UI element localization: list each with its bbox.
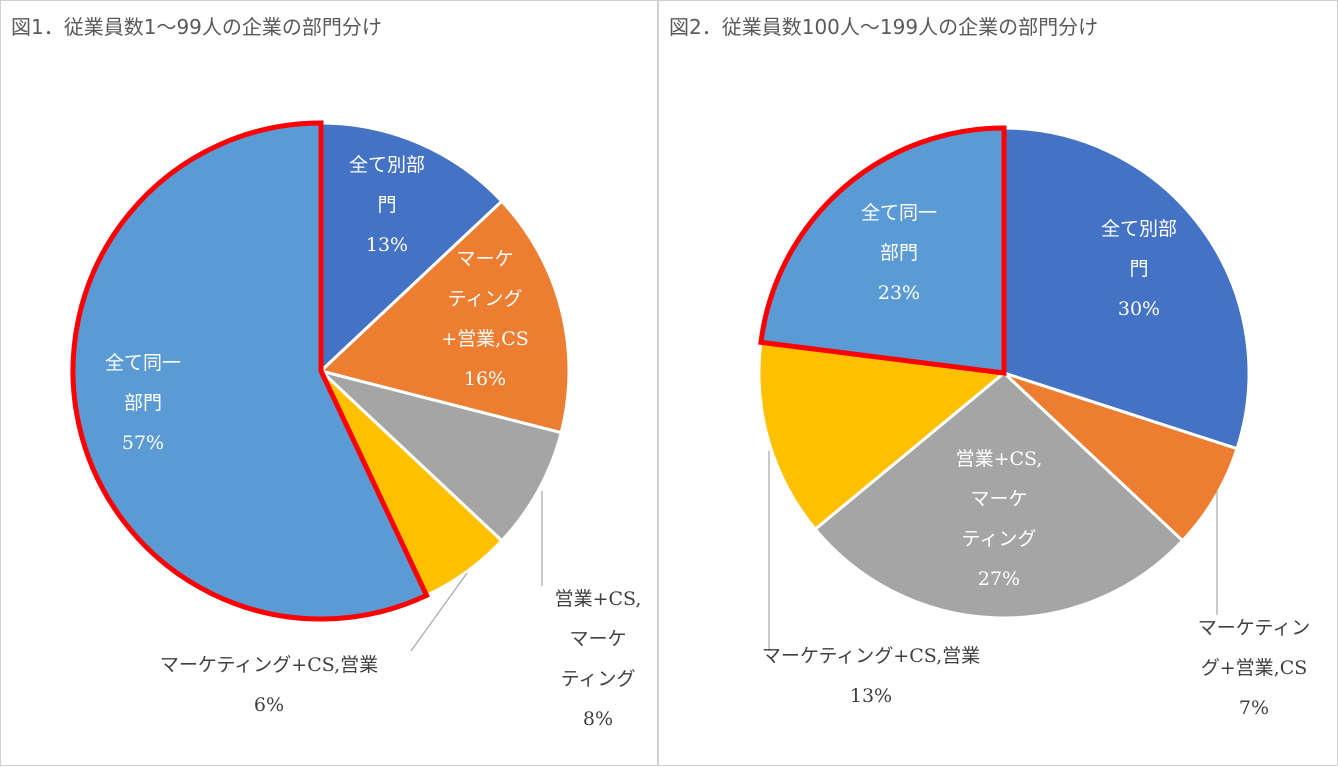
chart-title-2: 図2．従業員数100人〜199人の企業の部門分け xyxy=(669,15,1099,39)
slice-percent-label: 13% xyxy=(850,685,892,707)
highlight-borders xyxy=(70,120,430,622)
slice-category-label: ティング xyxy=(561,668,636,690)
slice-percent-label: 7% xyxy=(1239,697,1269,719)
highlight-border xyxy=(70,120,430,622)
slice-category-label: グ+営業,CS xyxy=(1201,657,1308,679)
slice-category-label: ティング xyxy=(448,288,523,310)
slice-percent-label: 27% xyxy=(978,568,1020,590)
chart-panel-1: 図1．従業員数1〜99人の企業の部門分け 全て別部門 13% マーケ ティング +営業,… xyxy=(0,0,658,766)
slice-category-label: マーケティング+CS,営業 xyxy=(762,645,980,667)
highlight-border xyxy=(758,125,1007,376)
pie-slice xyxy=(319,121,504,373)
slice-percent-label: 13% xyxy=(366,234,408,256)
slice-percent-label: 16% xyxy=(464,368,506,390)
slice-labels: 全て別部門13%マーケティング+営業,CS16%営業+CS,マーケティング8%マ… xyxy=(105,154,641,730)
slice-category-label: 全て別部 xyxy=(1101,218,1177,240)
slice-category-label: 営業+CS, xyxy=(555,588,642,610)
slice-category-label: +営業,CS xyxy=(441,328,529,350)
pie-slice xyxy=(319,369,563,543)
pie-chart-1: 全て別部門13%マーケティング+営業,CS16%営業+CS,マーケティング8%マ… xyxy=(70,120,641,730)
slice-category-label: マーケティング+CS,営業 xyxy=(160,654,378,676)
slice-category-label: 部門 xyxy=(124,392,162,414)
chart-panel-2: 図2．従業員数100人〜199人の企業の部門分け 全て別部門 30% マーケティング… xyxy=(658,0,1338,766)
pie-slice xyxy=(1002,371,1239,543)
slice-percent-label: 23% xyxy=(878,282,920,304)
pie-slice xyxy=(757,340,1006,531)
slice-category-label: 全て同一 xyxy=(105,352,181,374)
slice-percent-label: 6% xyxy=(254,694,284,716)
slice-category-label: マーケ xyxy=(456,248,513,270)
slice-category-label: ティング xyxy=(962,528,1037,550)
slice-percent-label: 30% xyxy=(1118,298,1160,320)
slice-category-label: マーケ xyxy=(970,488,1027,510)
slice-category-label: 全て同一 xyxy=(861,202,937,224)
pie-slice xyxy=(319,199,571,435)
pie-slice xyxy=(813,371,1185,620)
slice-category-label: 部門 xyxy=(880,242,918,264)
slice-category-label: 全て別部 xyxy=(349,154,425,176)
slice-category-label: 門 xyxy=(1129,258,1148,280)
pie-slices xyxy=(757,126,1251,620)
slice-category-label: 門 xyxy=(377,194,396,216)
slice-category-label: マーケ xyxy=(569,628,626,650)
slice-category-label: 営業+CS, xyxy=(956,448,1043,470)
slice-percent-label: 57% xyxy=(122,432,164,454)
highlight-borders xyxy=(758,125,1007,376)
leader-line xyxy=(410,572,468,652)
pie-slice xyxy=(1002,126,1251,451)
slice-category-label: マーケティン xyxy=(1198,617,1310,639)
chart-title-1: 図1．従業員数1〜99人の企業の部門分け xyxy=(11,15,382,39)
slice-percent-label: 8% xyxy=(583,708,613,730)
